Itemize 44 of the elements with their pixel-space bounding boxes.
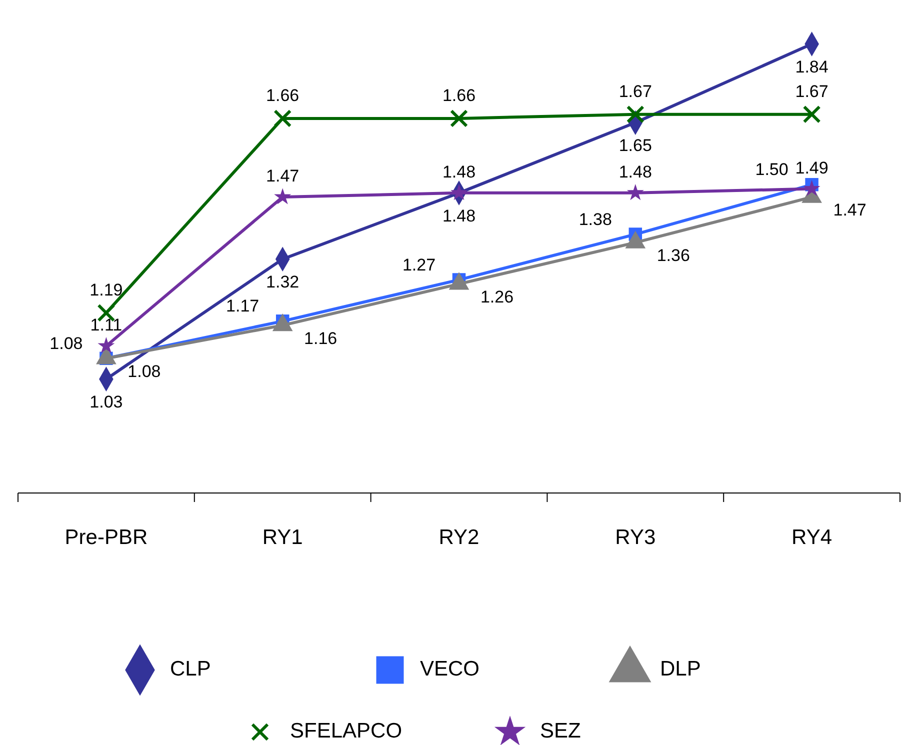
data-label: 1.08: [50, 334, 83, 353]
point: [275, 189, 290, 204]
data-label: 1.47: [833, 200, 866, 220]
data-label: 1.19: [90, 280, 123, 300]
legend-label: VECO: [420, 658, 480, 681]
data-label: 1.48: [442, 162, 476, 182]
data-label: 1.17: [226, 296, 260, 316]
x-tick-label: RY1: [262, 526, 303, 549]
data-label: 1.32: [266, 272, 300, 292]
point: [274, 109, 292, 128]
data-label: 1.50: [755, 160, 788, 180]
data-label: 1.66: [266, 86, 300, 105]
point: [804, 180, 820, 196]
data-label: 1.26: [480, 287, 514, 306]
data-label: 1.11: [90, 315, 122, 334]
x-tick-label: Pre-PBR: [64, 526, 148, 549]
point: [628, 185, 643, 200]
data-label: 1.67: [795, 82, 828, 101]
data-label: 1.47: [266, 166, 300, 186]
data-label: 1.66: [442, 86, 476, 105]
data-label: 1.48: [442, 206, 476, 226]
legend-label: DLP: [660, 658, 701, 681]
legend-label: CLP: [170, 658, 211, 681]
data-label: 1.49: [795, 158, 828, 178]
data-label: 1.16: [304, 328, 338, 348]
legend-label: SFELAPCO: [290, 720, 402, 743]
data-label: 1.03: [90, 392, 123, 412]
legend-label: SEZ: [540, 720, 582, 743]
point: [802, 105, 821, 124]
data-label: 1.67: [618, 82, 652, 101]
point: [98, 338, 114, 352]
data-label: 1.48: [618, 162, 652, 182]
x-tick-label: RY4: [792, 526, 832, 549]
data-label: 1.84: [795, 57, 828, 76]
data-label: 1.08: [128, 362, 161, 381]
data-label: 1.65: [618, 136, 652, 156]
point: [626, 105, 644, 124]
data-label: 1.27: [402, 255, 436, 274]
point: [452, 185, 466, 200]
data-label: 1.36: [656, 246, 690, 266]
x-tick-label: RY3: [615, 526, 656, 549]
point: [450, 109, 468, 128]
data-label: 1.38: [578, 210, 612, 229]
x-tick-label: RY2: [438, 526, 480, 549]
